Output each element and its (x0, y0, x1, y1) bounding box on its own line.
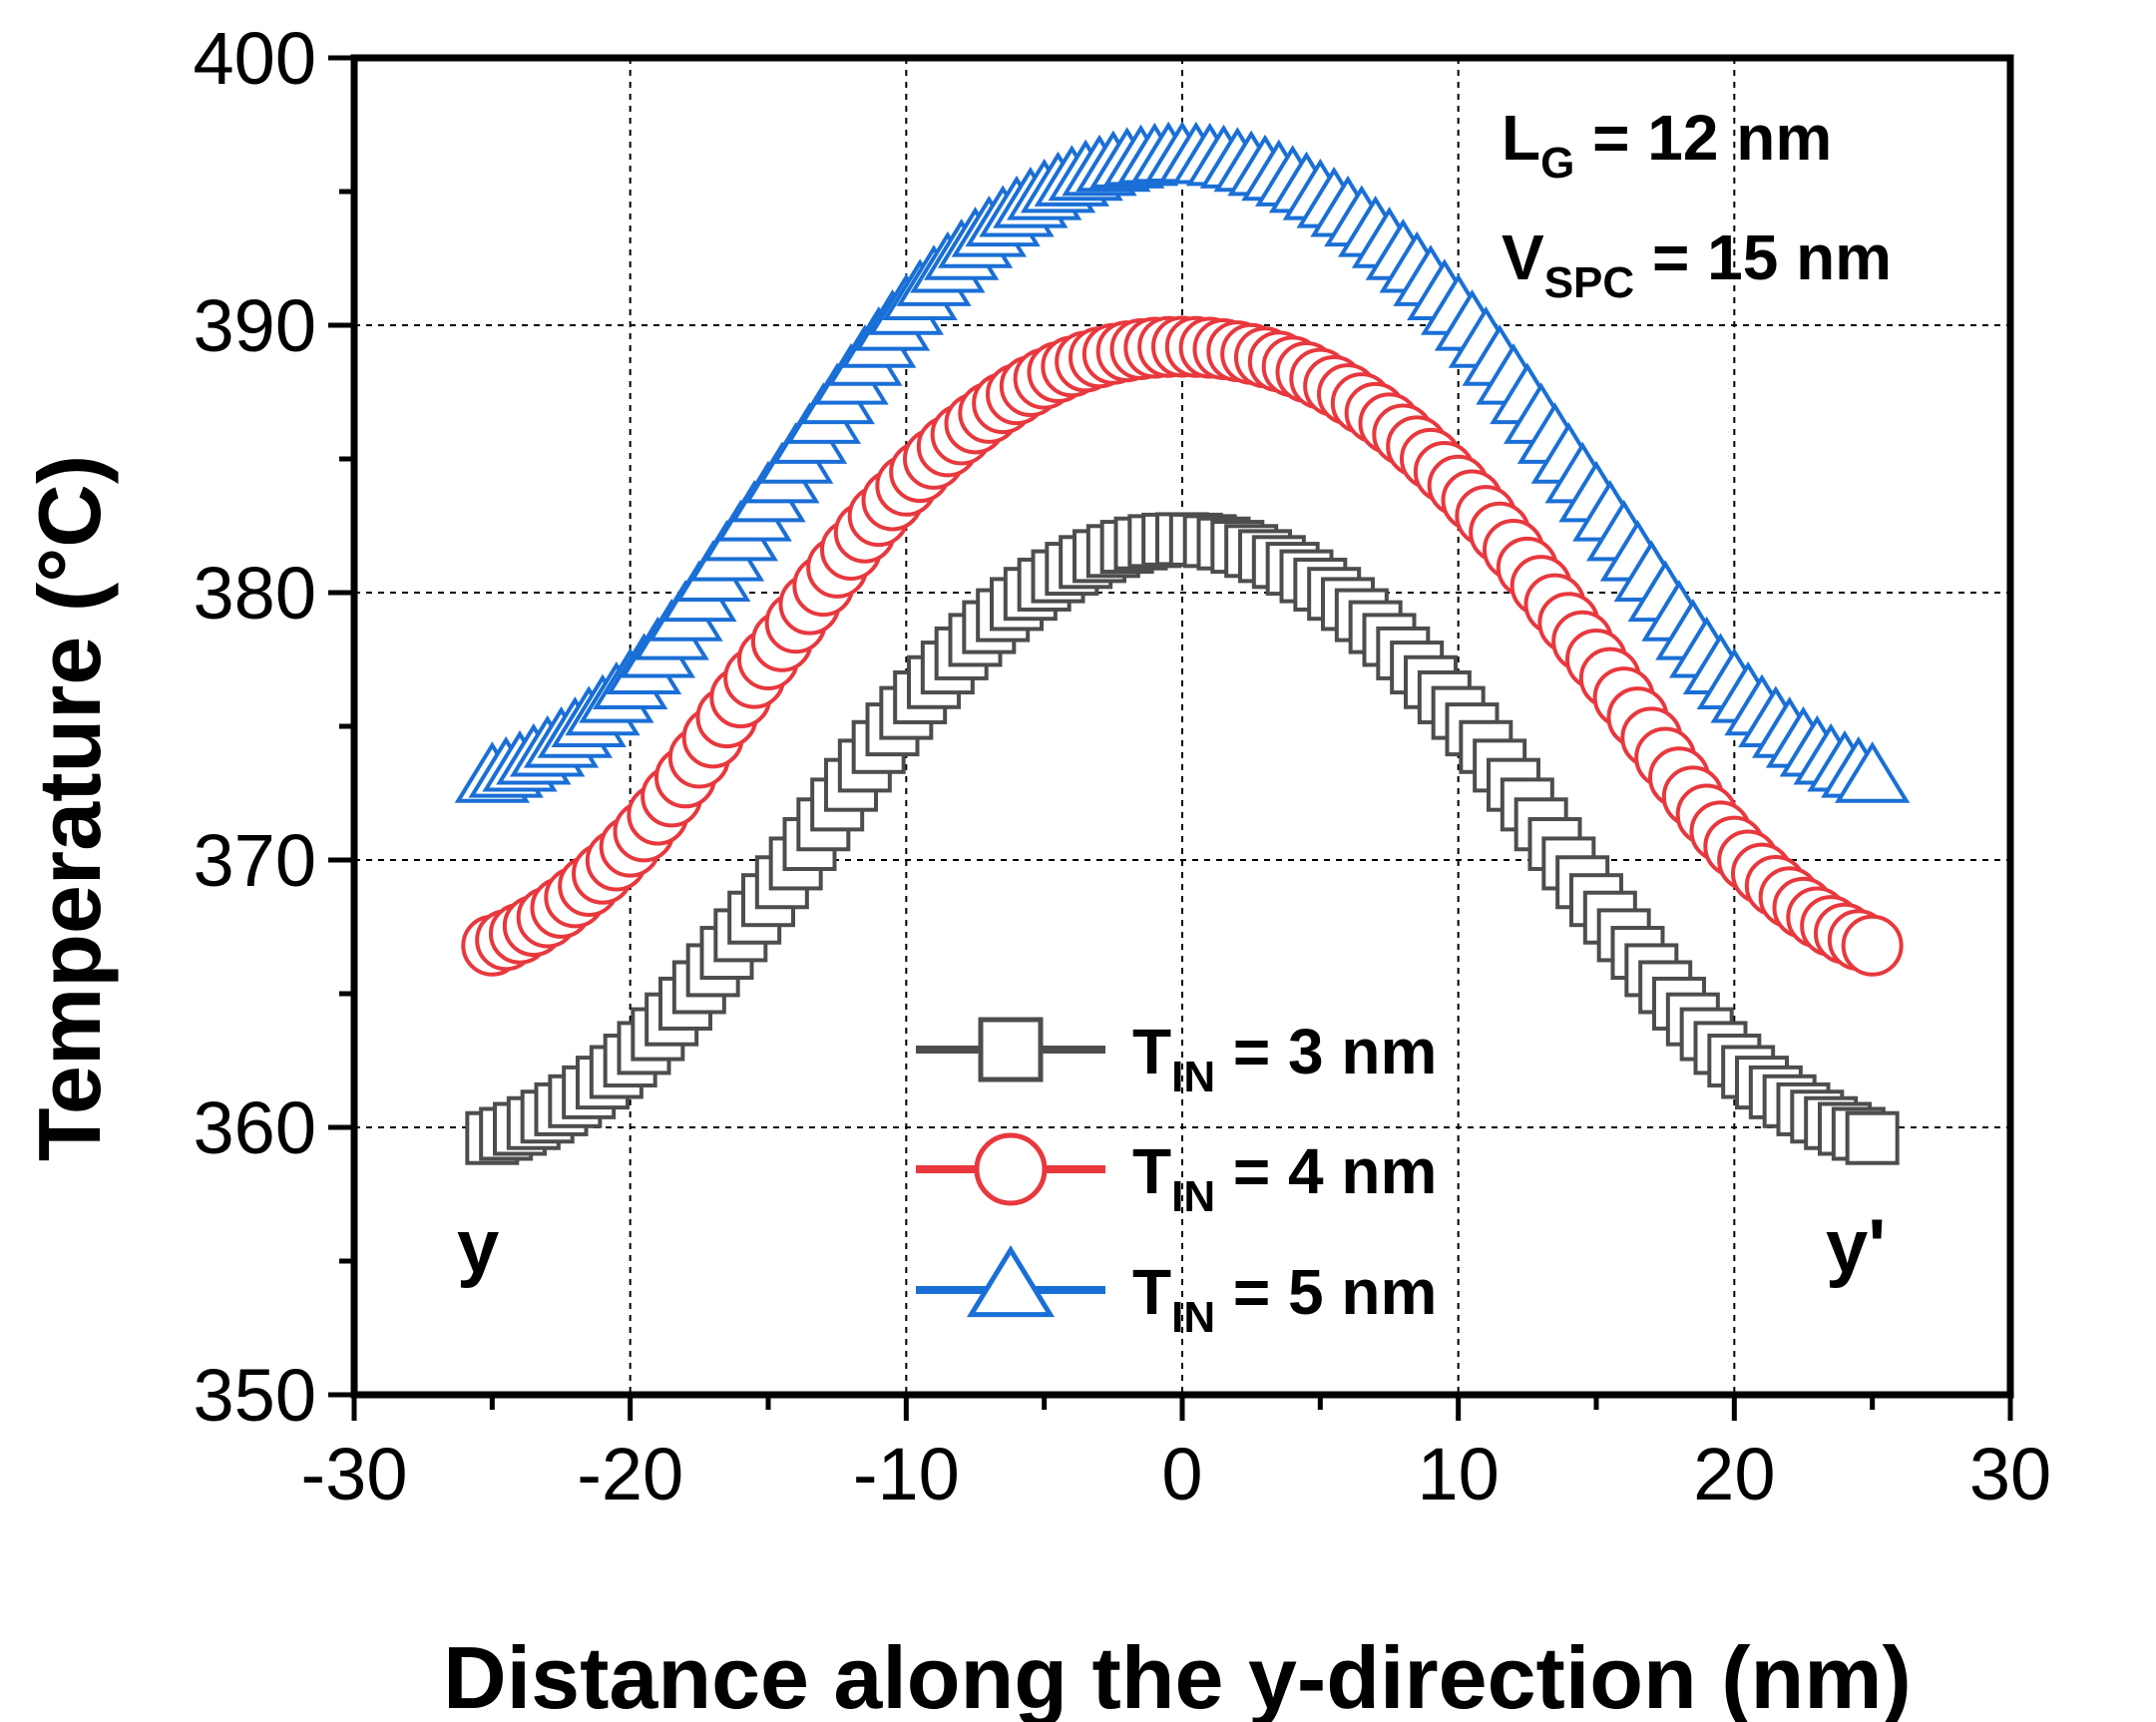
legend-label: TIN = 3 nm (1132, 1016, 1437, 1101)
legend-label: TIN = 4 nm (1132, 1135, 1437, 1221)
y-axis-title: Temperature (°C) (20, 455, 119, 1161)
x-tick-label: 10 (1418, 1433, 1500, 1515)
legend-item: TIN = 5 nm (916, 1245, 1437, 1342)
y-tick-label: 380 (194, 552, 316, 635)
x-tick-label: -20 (577, 1433, 683, 1515)
legend-item: TIN = 4 nm (916, 1132, 1437, 1221)
x-tick-label: 30 (1969, 1433, 2051, 1515)
y-end-label: y' (1826, 1204, 1886, 1289)
data-point (1845, 1110, 1900, 1165)
legend-item: TIN = 3 nm (916, 1016, 1437, 1101)
vspc-annotation: VSPC = 15 nm (1502, 221, 1892, 307)
series-triangle (454, 121, 1911, 803)
legend-label: TIN = 5 nm (1132, 1256, 1437, 1342)
series-square (465, 512, 1900, 1165)
data-point (1841, 914, 1904, 977)
legend-marker-square (978, 1017, 1044, 1082)
x-tick-label: 20 (1693, 1433, 1775, 1515)
x-tick-label: -10 (853, 1433, 960, 1515)
data-series (454, 121, 1911, 1165)
axes (328, 54, 2014, 1421)
lg-annotation: LG = 12 nm (1502, 102, 1832, 188)
x-axis-title: Distance along the y-direction (nm) (443, 1628, 1912, 1722)
annotations: LG = 12 nm VSPC = 15 nm y y' (457, 102, 1892, 1289)
tick-labels: -30 -20 -10 0 10 20 30 350 360 370 380 390 400 (194, 17, 2052, 1515)
y-tick-label: 390 (194, 284, 316, 367)
y-tick-label: 400 (194, 17, 316, 100)
x-tick-label: 0 (1161, 1433, 1202, 1515)
y-start-label: y (457, 1204, 499, 1289)
legend: TIN = 3 nm TIN = 4 nm TIN = 5 nm (916, 1016, 1437, 1342)
y-tick-label: 360 (194, 1086, 316, 1169)
data-point (1835, 741, 1911, 803)
x-tick-label: -30 (301, 1433, 408, 1515)
y-tick-label: 370 (194, 819, 316, 902)
legend-marker-circle (974, 1132, 1048, 1206)
legend-marker-triangle (966, 1245, 1056, 1318)
y-tick-label: 350 (194, 1354, 316, 1437)
series-circle (461, 315, 1904, 977)
